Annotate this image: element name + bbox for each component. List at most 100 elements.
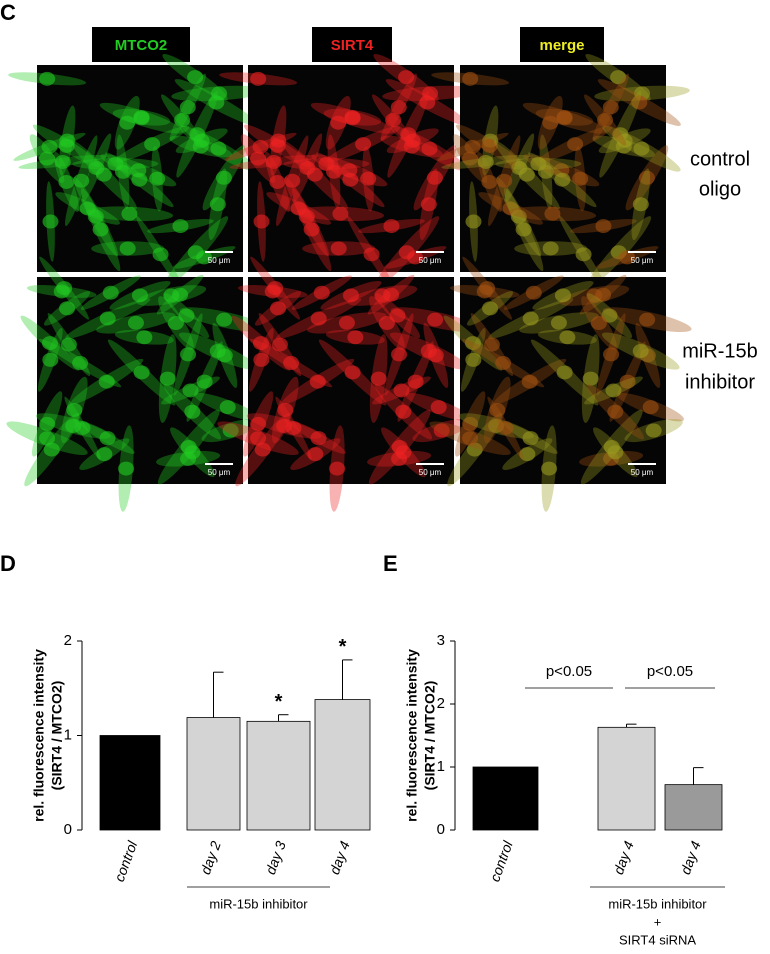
cell-body <box>395 445 412 460</box>
cell-body <box>530 156 547 171</box>
scale-bar-label: 50 μm <box>208 468 231 477</box>
y-tick-label: 1 <box>437 758 445 775</box>
cell-body <box>133 365 150 380</box>
cell-body <box>462 71 479 86</box>
cell-body <box>430 400 447 415</box>
cell-body <box>313 285 330 300</box>
cell-body <box>582 371 599 386</box>
cell-body <box>250 431 267 446</box>
cell-body <box>342 288 359 303</box>
cell-body <box>590 316 607 331</box>
cell-body <box>250 71 267 86</box>
channel-label: MTCO2 <box>115 37 168 54</box>
cell-body <box>309 374 326 389</box>
group-label: SIRT4 siRNA <box>619 932 696 947</box>
cell-body <box>102 285 119 300</box>
cell-body <box>73 173 90 188</box>
cell-body <box>184 445 201 460</box>
bar <box>186 717 241 831</box>
cell-body <box>269 138 286 153</box>
cell-body <box>556 111 573 126</box>
cell-body <box>66 402 83 417</box>
cell-body <box>419 95 436 110</box>
cell-body <box>495 356 512 371</box>
group-label: + <box>654 914 662 929</box>
condition-label: control <box>690 148 750 170</box>
bar <box>597 726 656 831</box>
cell-body <box>310 311 327 326</box>
cell-body <box>595 287 612 302</box>
cell-body <box>407 374 424 389</box>
x-tick-label: day 4 <box>677 839 704 877</box>
cell-body <box>481 138 498 153</box>
y-axis-label: rel. fluorescence intensity <box>31 649 47 822</box>
x-tick-label: day 2 <box>197 839 224 877</box>
cell-body <box>284 173 301 188</box>
cell-body <box>208 95 225 110</box>
cell-body <box>59 301 76 316</box>
bar <box>664 784 723 831</box>
cell-body <box>39 151 56 166</box>
cell-body <box>131 288 148 303</box>
cell-body <box>619 250 636 265</box>
cell-body <box>497 420 514 435</box>
cell-body <box>74 420 91 435</box>
cell-body <box>521 374 538 389</box>
cell-body <box>136 330 153 345</box>
cell-body <box>393 383 410 398</box>
cell-body <box>98 374 115 389</box>
cell-body <box>632 344 649 359</box>
cell-body <box>619 374 636 389</box>
cell-body <box>426 170 443 185</box>
comparison-label: p<0.05 <box>647 663 693 680</box>
cell-body <box>329 461 346 476</box>
cell-body <box>496 173 513 188</box>
scale-bar-label: 50 μm <box>419 256 442 265</box>
condition-label: inhibitor <box>685 371 755 393</box>
cell-body <box>541 461 558 476</box>
cell-body <box>610 70 627 85</box>
cell-body <box>92 222 109 237</box>
cell-body <box>519 447 536 462</box>
cell-body <box>215 170 232 185</box>
cell-body <box>42 352 59 367</box>
cell-body <box>554 172 571 187</box>
scale-bar-label: 50 μm <box>631 468 654 477</box>
cell-body <box>602 100 619 115</box>
cell-body <box>420 197 437 212</box>
cell-body <box>391 347 408 362</box>
cell-body <box>222 423 239 438</box>
cell-body <box>209 197 226 212</box>
y-axis-label: (SIRT4 / MTCO2) <box>49 681 65 791</box>
y-tick-label: 0 <box>437 821 445 838</box>
cell-body <box>159 371 176 386</box>
cell-body <box>267 281 284 296</box>
cell-body <box>395 404 412 419</box>
cell-body <box>271 337 288 352</box>
cell-body <box>462 151 479 166</box>
cell-body <box>119 115 136 130</box>
cell-body <box>612 127 629 142</box>
condition-label: miR-15b <box>682 340 758 362</box>
cell-body <box>250 416 267 431</box>
cell-body <box>465 352 482 367</box>
cell-body <box>607 404 624 419</box>
cell-body <box>633 141 650 156</box>
cell-body <box>318 156 335 171</box>
micrograph: 50 μm <box>6 256 269 512</box>
cell-body <box>58 138 75 153</box>
cell-body <box>420 344 437 359</box>
cell-body <box>307 447 324 462</box>
cell-body <box>462 416 479 431</box>
cell-body <box>60 337 77 352</box>
scale-bar-label: 50 μm <box>419 468 442 477</box>
cell-body <box>265 154 282 169</box>
cell-body <box>597 113 614 128</box>
cell-body <box>252 336 269 351</box>
cell-body <box>209 344 226 359</box>
cell-body <box>355 137 372 152</box>
cell-body <box>56 281 73 296</box>
y-tick-label: 0 <box>64 821 72 838</box>
y-axis-label: (SIRT4 / MTCO2) <box>422 681 438 791</box>
cell-body <box>642 400 659 415</box>
